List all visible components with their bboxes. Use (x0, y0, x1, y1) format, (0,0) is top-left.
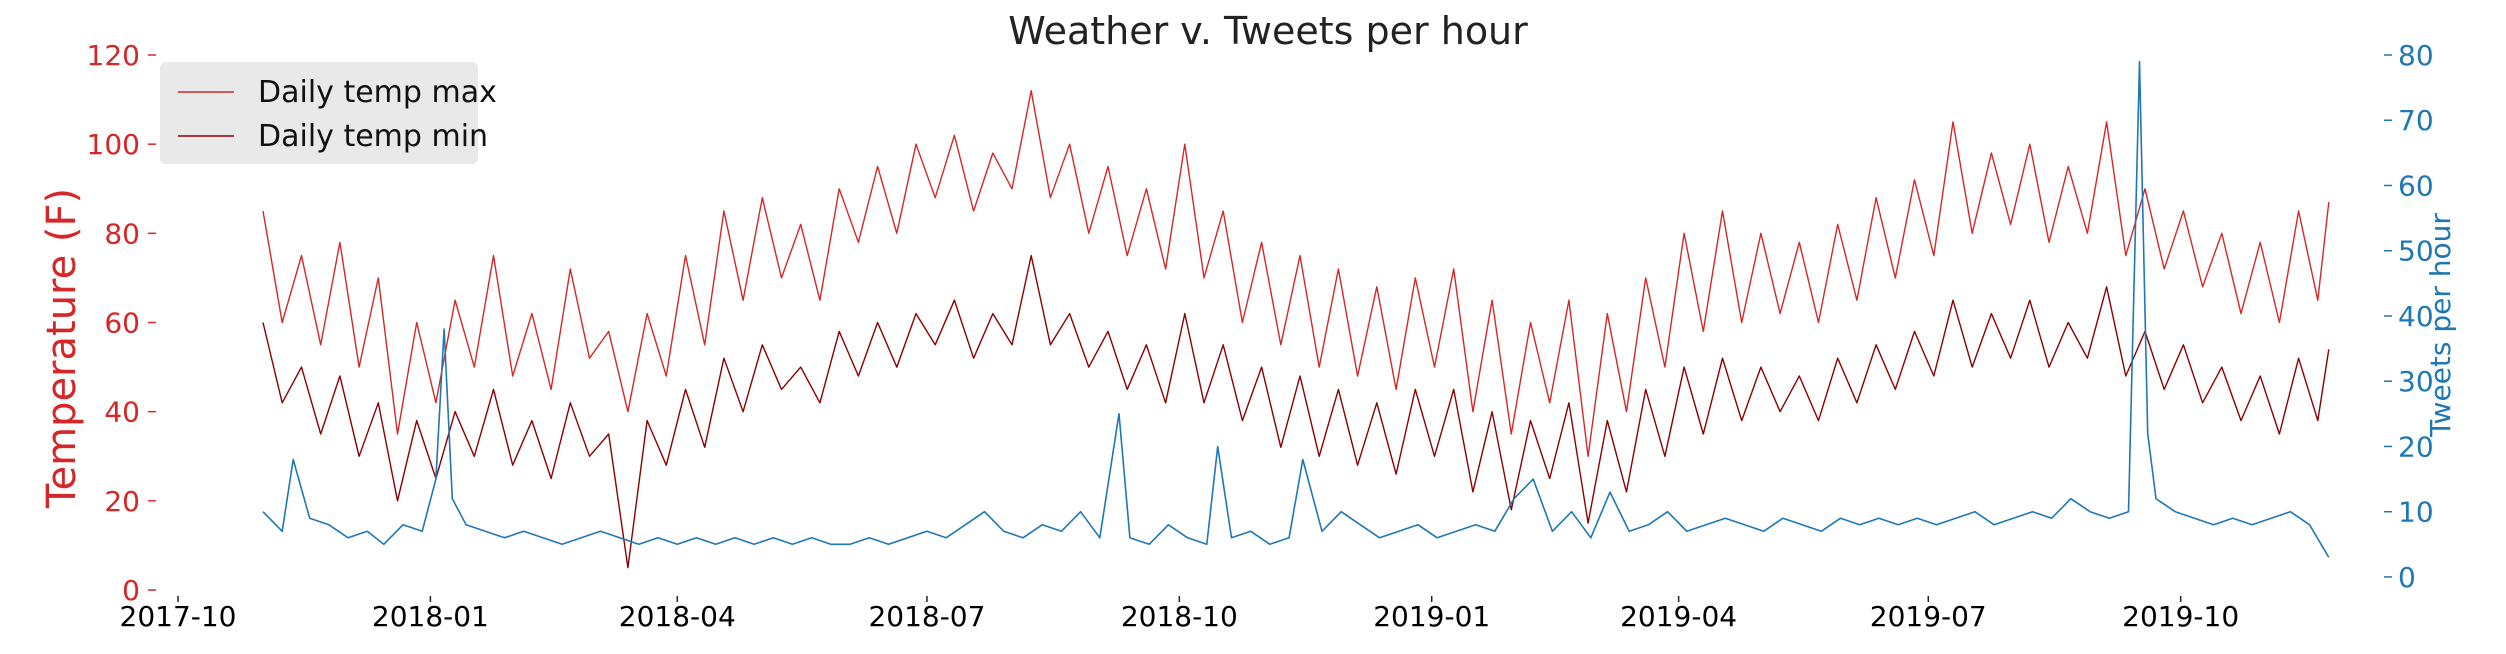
x-tick-label: 2018-10 (1121, 600, 1238, 633)
y-right-tick-label: 0 (2398, 561, 2416, 594)
y-right-tick-label: 30 (2398, 365, 2434, 398)
y-left-tick-label: 60 (104, 307, 140, 340)
legend-box (160, 62, 478, 164)
x-tick-label: 2017-10 (120, 600, 237, 633)
x-tick-label: 2019-01 (1373, 600, 1490, 633)
y-left-tick-label: 80 (104, 217, 140, 250)
series-layer (262, 60, 2330, 569)
y-left-tick-label: 0 (122, 574, 140, 607)
y-left-tick-label: 120 (87, 39, 140, 72)
y-axis-right-label: Tweets per hour (2424, 213, 2457, 438)
series-line-temp-max (262, 89, 2330, 457)
x-tick-label: 2019-04 (1620, 600, 1737, 633)
legend-label: Daily temp max (258, 75, 497, 110)
legend-label: Daily temp min (258, 119, 488, 154)
series-line-temp-min (262, 254, 2330, 569)
y-right-tick-label: 40 (2398, 300, 2434, 333)
y-right-tick-label: 50 (2398, 235, 2434, 268)
y-right-tick-label: 70 (2398, 104, 2434, 137)
legend: Daily temp max Daily temp min (160, 62, 497, 164)
x-tick-label: 2018-07 (868, 600, 985, 633)
x-tick-label: 2019-07 (1870, 600, 1987, 633)
chart-title: Weather v. Tweets per hour (1008, 9, 1528, 53)
y-left-tick-label: 20 (104, 485, 140, 518)
x-tick-label: 2018-01 (372, 600, 489, 633)
x-axis-ticks: 2017-10 2018-01 2018-04 2018-07 2018-10 2019-… (120, 596, 2239, 633)
x-tick-label: 2019-10 (2122, 600, 2239, 633)
y-axis-right-ticks: 0 10 20 30 40 50 60 70 80 (2384, 39, 2434, 594)
x-tick-label: 2018-04 (619, 600, 736, 633)
y-right-tick-label: 80 (2398, 39, 2434, 72)
y-right-tick-label: 60 (2398, 169, 2434, 202)
series-line-tweets (262, 60, 2330, 558)
y-right-tick-label: 20 (2398, 430, 2434, 463)
y-left-tick-label: 40 (104, 396, 140, 429)
y-right-tick-label: 10 (2398, 496, 2434, 529)
y-axis-left-ticks: 0 20 40 60 80 100 120 (87, 39, 156, 607)
y-axis-left-label: Temperature (F) (39, 188, 85, 509)
y-left-tick-label: 100 (87, 128, 140, 161)
